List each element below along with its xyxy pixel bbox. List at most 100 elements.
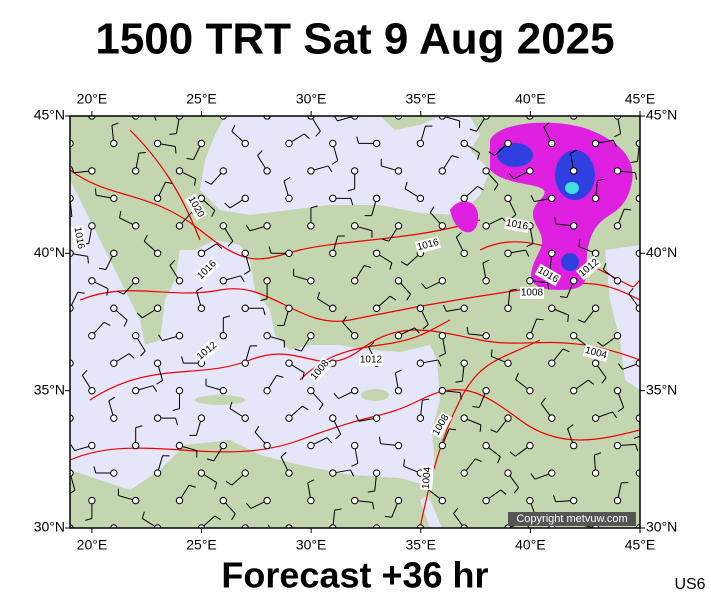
wind-barb <box>119 210 122 219</box>
wind-barb <box>477 185 484 191</box>
station <box>460 194 468 203</box>
isobar-label: 1016 <box>71 225 87 251</box>
wind-barb <box>482 259 490 264</box>
station <box>591 139 600 148</box>
wind-barb <box>174 146 177 154</box>
station <box>263 332 271 340</box>
station <box>219 116 227 120</box>
wind-barb <box>513 487 519 494</box>
wind-barb <box>123 320 128 327</box>
wind-barb <box>540 397 546 404</box>
y-tick-label: 30°N <box>646 519 677 535</box>
wind-barb <box>98 267 107 270</box>
station <box>394 167 403 175</box>
wind-barb <box>225 480 233 486</box>
station <box>153 194 162 203</box>
wind-barb <box>70 362 71 364</box>
wind-barb <box>509 288 517 291</box>
wind-barb <box>94 188 97 196</box>
map-area <box>57 116 640 549</box>
station <box>197 304 206 312</box>
wind-barb <box>222 116 224 117</box>
station <box>372 139 381 148</box>
wind-barb <box>551 527 553 528</box>
wind-barb <box>554 216 557 225</box>
wind-barb <box>559 296 568 298</box>
x-tick-label: 35°E <box>406 91 437 107</box>
station <box>504 304 512 312</box>
station <box>438 222 446 230</box>
wind-barb <box>136 312 143 319</box>
wind-barb <box>81 369 88 376</box>
wind-barb <box>70 444 76 451</box>
isobar-label-box <box>307 356 333 384</box>
precipitation <box>450 122 633 290</box>
station <box>329 194 337 203</box>
wind-barb <box>113 527 114 528</box>
station <box>197 414 206 422</box>
wind-barb <box>315 130 321 137</box>
station <box>482 332 490 340</box>
wind-barb <box>500 489 507 495</box>
station <box>175 116 184 120</box>
wind-barb <box>509 451 516 457</box>
station <box>219 441 228 450</box>
wind-barb <box>342 316 347 323</box>
wind-barb <box>400 261 408 266</box>
station <box>88 222 96 230</box>
cyprus <box>361 389 389 401</box>
station <box>416 139 425 148</box>
wind-barb <box>57 345 60 351</box>
station <box>175 441 184 450</box>
wind-barb <box>382 238 390 242</box>
station <box>307 441 315 450</box>
station <box>285 469 293 477</box>
wind-barb <box>597 341 604 347</box>
station <box>241 304 249 312</box>
x-tick-label: 40°E <box>515 91 546 107</box>
wind-barb <box>231 513 236 521</box>
wind-barb <box>85 518 93 521</box>
wind-barb <box>243 270 251 275</box>
station <box>175 332 184 340</box>
station <box>263 277 271 285</box>
wind-barb <box>628 287 634 294</box>
wind-barb <box>634 444 639 452</box>
wind-barb <box>169 133 177 135</box>
wind-barb <box>422 324 429 330</box>
station <box>329 249 337 258</box>
station <box>197 249 206 258</box>
station <box>132 116 140 120</box>
wind-barb <box>310 205 318 209</box>
isobar-label-box <box>504 217 530 233</box>
station <box>460 359 468 367</box>
station <box>285 194 293 203</box>
wind-barb <box>443 304 447 312</box>
station <box>351 116 359 120</box>
station <box>88 441 96 450</box>
wind-barb <box>153 116 157 121</box>
station <box>197 469 206 477</box>
station <box>394 277 403 285</box>
wind-barb <box>88 527 89 528</box>
station <box>88 386 96 395</box>
wind-barb <box>466 326 469 334</box>
station <box>88 167 96 175</box>
station <box>241 359 249 367</box>
wind-barb <box>196 286 203 292</box>
station <box>570 222 578 230</box>
station <box>438 167 446 175</box>
wind-barb <box>248 544 253 549</box>
station <box>504 194 512 203</box>
wind-barb <box>508 173 515 180</box>
wind-barb <box>254 426 260 433</box>
isobar-label-box <box>534 263 562 287</box>
station <box>548 304 556 312</box>
station <box>110 249 118 258</box>
wind-barb <box>493 183 499 191</box>
wind-barb <box>490 429 498 433</box>
station <box>394 386 403 395</box>
station <box>132 496 140 505</box>
isobar-label: 1004 <box>419 465 435 491</box>
wind-barb <box>223 315 231 319</box>
